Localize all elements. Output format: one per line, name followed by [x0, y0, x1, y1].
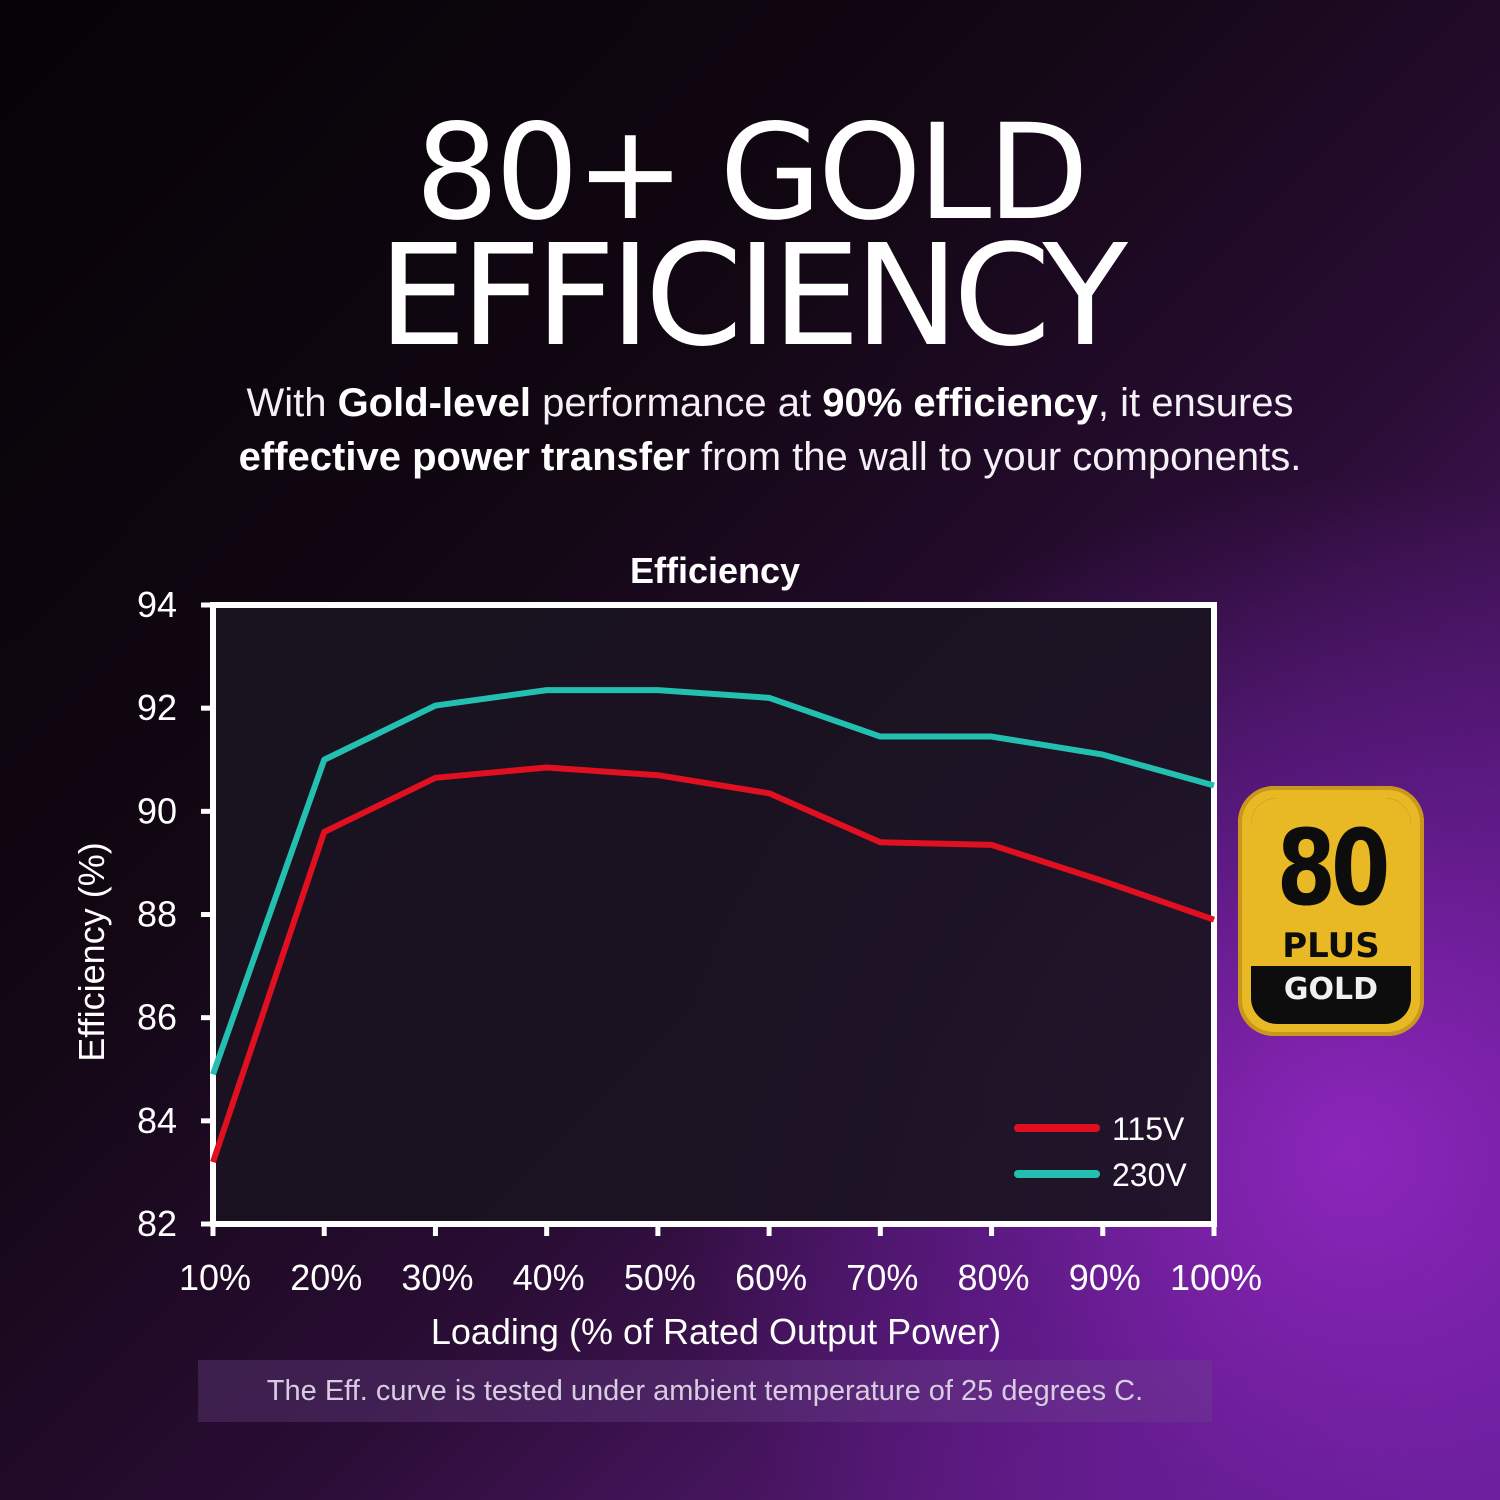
x-tick-label: 60% [735, 1257, 807, 1298]
y-tick-label: 88 [137, 894, 177, 935]
x-tick-label: 80% [958, 1257, 1030, 1298]
x-axis: 10% 20% 30% 40% 50% 60% 70% 80% 90% 100% [179, 1224, 1262, 1298]
y-tick-label: 84 [137, 1100, 177, 1141]
subtitle-part: from the wall to your components. [689, 435, 1302, 479]
headline-line-2: EFFICIENCY [378, 215, 1128, 378]
legend: 115V 230V [1014, 1111, 1187, 1193]
x-tick-label: 10% [179, 1257, 251, 1298]
subtitle-part: Gold-level [337, 381, 531, 425]
series-line-115v [210, 764, 1215, 1164]
x-tick-label: 100% [1170, 1257, 1262, 1298]
headline-line-1: 80+ GOLD [415, 96, 1089, 250]
x-tick-label: 70% [846, 1257, 918, 1298]
series-line-230v [210, 687, 1215, 1076]
x-tick-label: 50% [624, 1257, 696, 1298]
subtitle-part: With [246, 381, 338, 425]
badge-number: 80 [1276, 807, 1391, 929]
y-axis: 82 84 86 88 90 92 94 [137, 584, 213, 1244]
x-tick-label: 20% [290, 1257, 362, 1298]
series-lines [210, 687, 1215, 1164]
badge-inner: 80 PLUS GOLD [1251, 798, 1411, 1024]
y-tick-label: 82 [137, 1203, 177, 1244]
legend-label-115v: 115V [1112, 1111, 1185, 1147]
x-tick-label: 90% [1069, 1257, 1141, 1298]
badge-level-text: GOLD [1283, 972, 1379, 1007]
x-tick-label: 40% [513, 1257, 585, 1298]
y-tick-label: 94 [137, 584, 177, 625]
y-axis-title: Efficiency (%) [71, 842, 112, 1061]
80-plus-gold-badge: 80 PLUS GOLD [1238, 786, 1424, 1036]
x-tick-label: 30% [401, 1257, 473, 1298]
subtitle-part: performance at [530, 381, 823, 425]
chart-title: Efficiency [629, 550, 801, 591]
subtitle-part: , it ensures [1097, 381, 1294, 425]
y-tick-label: 92 [137, 687, 177, 728]
plot-area [213, 605, 1214, 1224]
subtitle-part: 90% efficiency [822, 381, 1098, 425]
y-tick-label: 90 [137, 790, 177, 831]
y-tick-label: 86 [137, 997, 177, 1038]
legend-label-230v: 230V [1112, 1157, 1187, 1193]
subtitle-text: With Gold-level performance at 90% effic… [210, 376, 1330, 484]
subtitle-part: effective power transfer [238, 435, 690, 479]
footnote: The Eff. curve is tested under ambient t… [198, 1360, 1212, 1422]
badge-plus-text: PLUS [1282, 926, 1380, 966]
x-axis-title: Loading (% of Rated Output Power) [431, 1311, 1001, 1352]
badge-gold-band [1251, 798, 1411, 966]
